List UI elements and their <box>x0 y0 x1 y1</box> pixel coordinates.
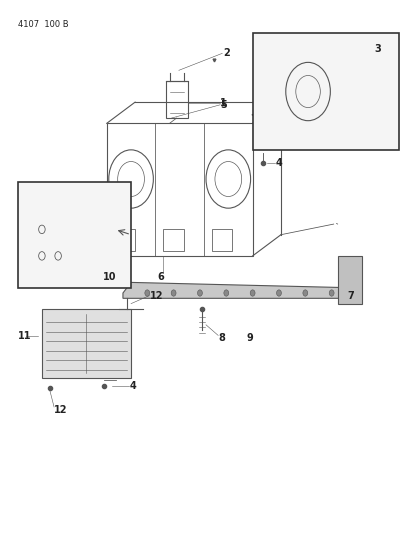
Circle shape <box>197 290 202 296</box>
Bar <box>338 256 362 304</box>
Text: 7: 7 <box>348 290 355 301</box>
Text: 3: 3 <box>374 44 381 54</box>
Text: 11: 11 <box>18 332 31 342</box>
Text: 4107  100 B: 4107 100 B <box>18 20 68 29</box>
Circle shape <box>171 290 176 296</box>
Circle shape <box>303 290 308 296</box>
Bar <box>42 309 131 378</box>
Bar <box>18 182 131 288</box>
Bar <box>164 229 184 251</box>
Bar <box>253 33 399 150</box>
Text: 8: 8 <box>218 333 225 343</box>
Text: 6: 6 <box>157 272 164 282</box>
Text: 4: 4 <box>130 381 137 391</box>
Circle shape <box>145 290 150 296</box>
Bar <box>212 229 233 251</box>
Text: 9: 9 <box>246 333 253 343</box>
Text: 5: 5 <box>220 100 227 110</box>
Bar <box>166 81 188 118</box>
Text: 4: 4 <box>275 158 282 168</box>
Circle shape <box>277 290 282 296</box>
Text: 12: 12 <box>150 290 164 301</box>
Circle shape <box>329 290 334 296</box>
Text: 1: 1 <box>220 98 227 108</box>
Text: 10: 10 <box>103 272 116 282</box>
Circle shape <box>224 290 229 296</box>
Text: 2: 2 <box>224 49 230 58</box>
Polygon shape <box>123 282 350 298</box>
Text: 12: 12 <box>54 405 68 415</box>
Bar <box>115 229 135 251</box>
Circle shape <box>250 290 255 296</box>
